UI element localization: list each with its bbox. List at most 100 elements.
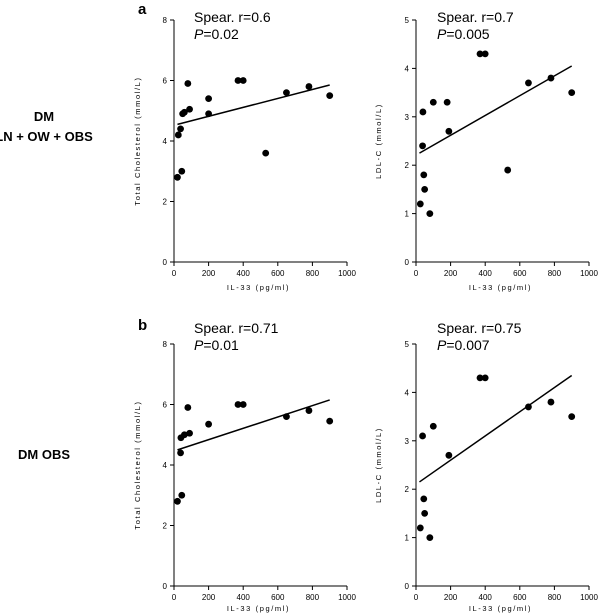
- x-tick-label: 0: [172, 593, 177, 602]
- p-value-prefix: P: [194, 337, 204, 353]
- spearman-annotation: Spear. r=0.71: [194, 320, 279, 336]
- data-point: [326, 92, 334, 100]
- panel-letter-b: b: [138, 317, 147, 334]
- data-point: [234, 77, 242, 84]
- y-tick-label: 8: [163, 16, 168, 25]
- x-tick-label: 1000: [338, 269, 356, 278]
- y-tick-label: 4: [163, 137, 168, 146]
- y-tick-label: 4: [405, 64, 410, 73]
- row-label-b: DM OBS: [18, 447, 70, 462]
- data-point: [177, 125, 184, 133]
- x-tick-label: 800: [306, 269, 320, 278]
- data-point: [429, 422, 437, 430]
- y-tick-label: 5: [405, 16, 410, 25]
- data-point: [262, 149, 270, 157]
- data-point: [186, 105, 193, 113]
- data-point: [283, 413, 290, 420]
- y-axis-title: Total Cholesterol (mmol/L): [133, 400, 142, 529]
- plot-total-cholesterol-a: 0 2 4 6 8 0 200 400 600 800 1000 IL-33 (pg/ml) Total…: [133, 9, 356, 292]
- x-tick-label: 0: [414, 269, 419, 278]
- spearman-annotation: Spear. r=0.75: [437, 320, 522, 336]
- x-tick-label: 400: [479, 269, 493, 278]
- x-tick-label: 1000: [580, 593, 598, 602]
- x-tick-label: 800: [306, 593, 320, 602]
- data-point: [178, 491, 186, 499]
- p-value-number: =0.02: [203, 26, 239, 42]
- data-point: [234, 401, 242, 408]
- data-point: [180, 108, 188, 116]
- panel-letter-a: a: [138, 1, 147, 18]
- p-value-number: =0.005: [446, 26, 489, 42]
- data-point: [174, 131, 182, 139]
- y-tick-label: 2: [163, 522, 168, 531]
- x-tick-label: 400: [237, 593, 251, 602]
- data-point: [421, 186, 429, 193]
- y-tick-label: 0: [405, 582, 410, 591]
- data-point: [443, 98, 451, 106]
- data-point: [504, 166, 512, 174]
- y-tick-label: 3: [405, 437, 410, 446]
- data-point: [481, 374, 489, 382]
- y-tick-label: 6: [163, 77, 168, 86]
- y-tick-label: 0: [163, 582, 168, 591]
- data-point: [305, 407, 313, 414]
- data-point: [205, 110, 213, 118]
- y-tick-label: 6: [163, 401, 168, 410]
- y-tick-label: 2: [163, 198, 168, 207]
- data-point: [416, 524, 424, 532]
- y-tick-label: 0: [405, 258, 410, 267]
- x-tick-label: 600: [271, 593, 285, 602]
- y-tick-label: 2: [405, 485, 410, 494]
- row-label-a-line2: LN + OW + OBS: [0, 129, 93, 144]
- regression-line: [177, 399, 330, 451]
- x-tick-label: 0: [172, 269, 177, 278]
- data-point: [174, 497, 181, 505]
- x-tick-label: 400: [237, 269, 251, 278]
- spearman-annotation: Spear. r=0.6: [194, 9, 271, 25]
- x-tick-label: 600: [271, 269, 285, 278]
- data-point: [481, 50, 489, 58]
- data-point: [476, 50, 484, 58]
- data-point: [205, 420, 213, 428]
- data-point: [547, 74, 555, 82]
- data-point: [305, 83, 313, 90]
- data-point: [177, 449, 184, 457]
- data-point: [283, 89, 290, 96]
- data-point: [174, 173, 181, 181]
- y-tick-label: 1: [405, 210, 410, 219]
- x-tick-label: 200: [202, 269, 216, 278]
- y-tick-label: 1: [405, 534, 410, 543]
- data-point: [525, 79, 532, 87]
- data-point: [568, 413, 576, 420]
- y-axis-title: LDL-C (mmol/L): [374, 103, 383, 179]
- data-point: [429, 98, 437, 106]
- y-tick-label: 2: [405, 161, 410, 170]
- p-value-prefix: P: [437, 26, 447, 42]
- data-point: [525, 403, 532, 411]
- p-value-prefix: P: [194, 26, 204, 42]
- p-value-number: =0.01: [203, 337, 239, 353]
- data-point: [239, 401, 247, 408]
- plot-ldl-b: 0 1 2 3 4 5 0 200 400 600 800 1000 IL-33 (pg/ml) LDL-…: [374, 320, 598, 613]
- regression-line: [177, 84, 330, 126]
- data-point: [476, 374, 484, 382]
- x-axis-title: IL-33 (pg/ml): [227, 604, 290, 613]
- regression-line: [419, 65, 573, 154]
- x-tick-label: 800: [548, 269, 562, 278]
- data-point: [420, 171, 428, 179]
- x-tick-label: 1000: [338, 593, 356, 602]
- p-value-annotation: P=0.01: [194, 337, 239, 353]
- data-point: [420, 495, 428, 503]
- y-tick-label: 0: [163, 258, 168, 267]
- y-tick-label: 5: [405, 340, 410, 349]
- data-point: [186, 429, 193, 437]
- row-label-a-line1: DM: [34, 109, 54, 124]
- data-point: [419, 432, 426, 440]
- p-value-number: =0.007: [446, 337, 489, 353]
- y-tick-label: 4: [163, 461, 168, 470]
- plot-ldl-a: 0 1 2 3 4 5 0 200 400 600 800 1000 IL-33 (pg/ml) LDL-…: [374, 9, 598, 292]
- x-tick-label: 200: [444, 269, 458, 278]
- p-value-annotation: P=0.007: [437, 337, 490, 353]
- data-point: [547, 398, 555, 406]
